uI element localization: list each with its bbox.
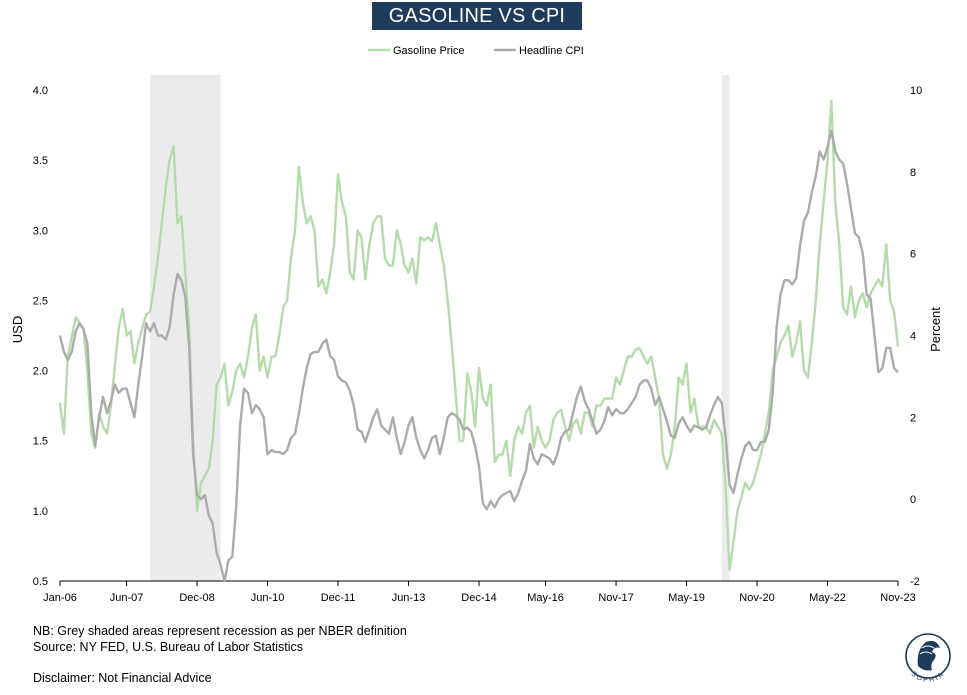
chart-series: [58, 100, 900, 583]
y-tick-label: 1.0: [33, 506, 48, 518]
y2-tick-label: -2: [910, 576, 920, 588]
recession-note: NB: Grey shaded areas represent recessio…: [33, 624, 407, 638]
y-tick-label: 2.0: [33, 366, 48, 378]
legend-gasoline-label: Gasoline Price: [393, 45, 465, 57]
x-tick-label: Nov-20: [739, 592, 774, 604]
chart-title: GASOLINE VS CPI: [372, 2, 582, 30]
y-tick-label: 3.0: [33, 225, 48, 237]
sophia-logo: SOPHIA: [905, 633, 951, 684]
y-axis-title: USD: [10, 316, 25, 343]
x-tick-label: Dec-14: [461, 592, 496, 604]
logo-text: SOPHIA: [910, 670, 947, 684]
recession-band: [150, 75, 221, 581]
series-line-cpi: [58, 129, 899, 583]
disclaimer: Disclaimer: Not Financial Advice: [33, 671, 212, 685]
y-tick-label: 1.5: [33, 436, 48, 448]
x-tick-label: Dec-11: [321, 592, 356, 604]
chart-notes: NB: Grey shaded areas represent recessio…: [33, 624, 407, 655]
x-tick-label: Jun-13: [392, 592, 426, 604]
x-tick-label: May-16: [527, 592, 564, 604]
y2-tick-label: 2: [910, 412, 916, 424]
x-tick-label: Nov-23: [880, 592, 915, 604]
y2-tick-label: 8: [910, 167, 916, 179]
y2-tick-label: 10: [910, 85, 922, 97]
y2-tick-label: 4: [910, 331, 916, 343]
recession-band: [721, 75, 730, 581]
chart-axes: Jan-06 Jun-07 Dec-08 Jun-10 Dec-11 Jun-13 Dec-…: [10, 85, 943, 604]
y-tick-label: 3.5: [33, 155, 48, 167]
chart-area: Jan-06 Jun-07 Dec-08 Jun-10 Dec-11 Jun-13 Dec-…: [10, 45, 943, 604]
y-tick-label: 2.5: [33, 295, 48, 307]
x-tick-label: Jun-07: [110, 592, 144, 604]
source-note: Source: NY FED, U.S. Bureau of Labor Sta…: [33, 639, 304, 654]
y2-tick-label: 6: [910, 249, 916, 261]
legend-cpi-label: Headline CPI: [519, 45, 584, 57]
x-tick-label: May-19: [668, 592, 705, 604]
x-tick-label: Dec-08: [179, 592, 214, 604]
x-tick-label: Jan-06: [43, 592, 77, 604]
chart-legend: Gasoline Price Headline CPI: [368, 45, 584, 57]
x-tick-label: Nov-17: [598, 592, 633, 604]
y-tick-label: 4.0: [33, 85, 48, 97]
x-tick-label: Jun-10: [251, 592, 285, 604]
recession-shading: [150, 75, 730, 581]
y2-axis-title: Percent: [928, 307, 943, 352]
y2-tick-label: 0: [910, 494, 916, 506]
y-tick-label: 0.5: [33, 576, 48, 588]
series-line-gasoline: [58, 100, 900, 571]
x-tick-label: May-22: [809, 592, 846, 604]
